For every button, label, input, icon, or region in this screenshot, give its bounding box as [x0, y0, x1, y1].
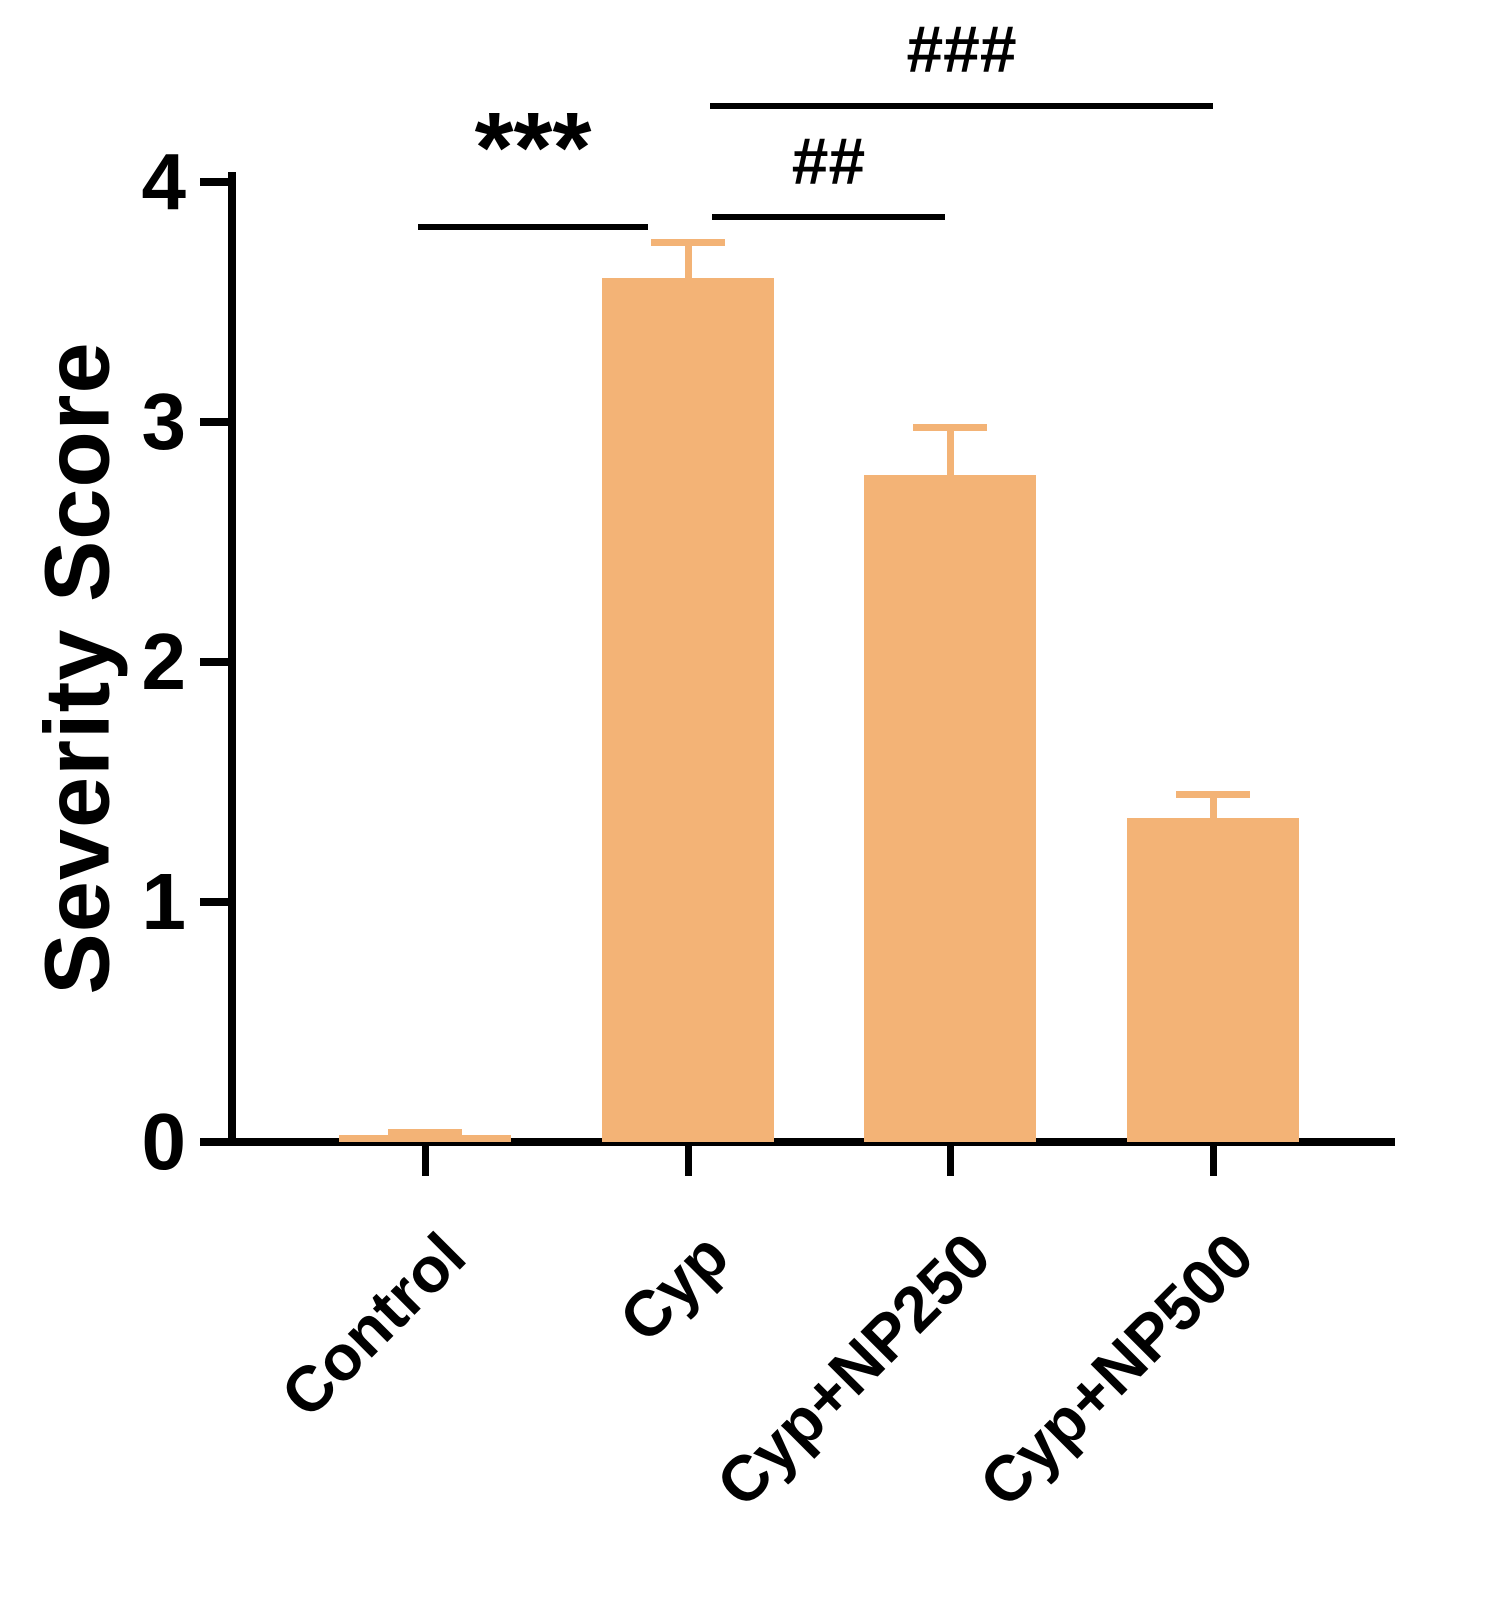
y-tick-label: 2 [141, 617, 187, 706]
error-bar-cap [388, 1129, 462, 1137]
error-bar-whisker [685, 242, 692, 278]
significance-label: ### [906, 12, 1017, 86]
error-bar-cap [1176, 791, 1250, 798]
significance-label: *** [474, 92, 592, 204]
y-tick-label: 3 [141, 377, 187, 466]
error-bar-cap [651, 239, 725, 246]
y-tick-label: 4 [141, 137, 187, 226]
significance-line [710, 103, 1213, 109]
error-bar-whisker [947, 426, 954, 475]
bar [1127, 818, 1299, 1142]
x-tick [685, 1146, 692, 1176]
significance-line [712, 214, 945, 220]
y-tick [200, 418, 228, 426]
error-bar-cap [913, 423, 987, 431]
y-axis-line [228, 172, 236, 1146]
significance-label: ## [791, 124, 866, 198]
x-tick [947, 1146, 954, 1176]
y-tick [200, 658, 228, 666]
significance-line [418, 224, 648, 230]
bar [864, 474, 1036, 1142]
y-tick [200, 898, 228, 906]
x-axis-line [228, 1138, 1395, 1146]
bar [339, 1134, 511, 1142]
x-tick [1210, 1146, 1217, 1176]
x-tick [422, 1146, 429, 1176]
bar [602, 278, 774, 1142]
y-tick [200, 1138, 228, 1146]
y-tick-label: 0 [141, 1097, 187, 1186]
y-tick-label: 1 [141, 857, 187, 946]
y-tick [200, 178, 228, 186]
error-bar-whisker [1210, 794, 1217, 818]
